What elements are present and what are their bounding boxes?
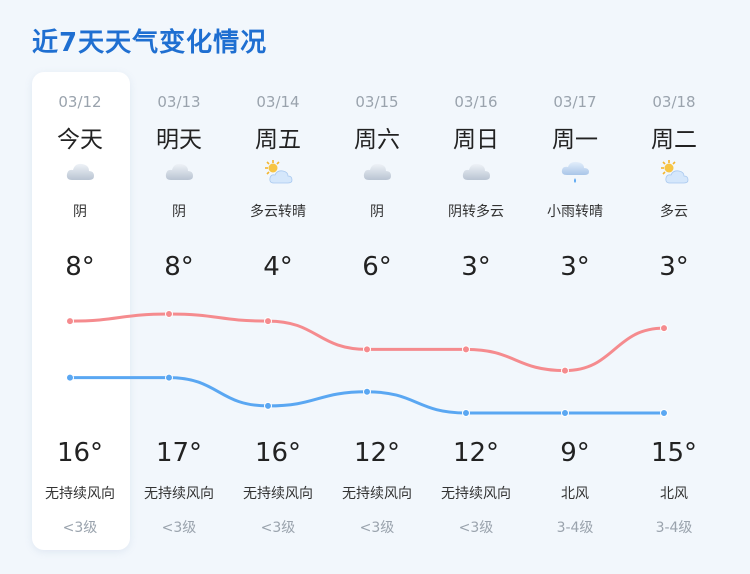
forecast-date: 03/15 [355,93,399,111]
day-column[interactable]: 03/14 周五多云转晴 4° 16° 无持续风向 <3级 [229,72,327,550]
low-temp-point [660,409,668,417]
forecast-weekday: 周一 [552,127,598,153]
wind-level: <3级 [260,520,296,536]
low-temp-point [264,401,272,410]
forecast-weekday: 周五 [255,127,301,153]
partly-cloudy-icon [658,158,690,186]
page-title: 近7天天气变化情况 [32,28,268,58]
wind-direction: 无持续风向 [45,486,115,502]
wind-direction: 无持续风向 [144,486,214,502]
wind-level: <3级 [62,520,98,536]
low-temp-point [66,373,74,382]
wind-level: 3-4级 [556,520,594,536]
forecast-weekday: 周六 [354,127,400,153]
wind-direction: 北风 [561,486,589,502]
high-temp-point [66,317,74,326]
high-temp-point [561,366,569,375]
high-temperature: 16° [254,438,302,468]
forecast-date: 03/17 [553,93,597,111]
forecast-date: 03/16 [454,93,498,111]
forecast-weekday: 周日 [453,127,499,153]
forecast-weekday: 明天 [156,127,202,153]
low-temperature: 3° [560,252,590,282]
high-temp-point [363,345,371,354]
low-temp-point [561,409,569,417]
cloudy-icon [460,158,492,186]
wind-direction: 无持续风向 [243,486,313,502]
high-temp-point [165,310,173,318]
forecast-weekday: 周二 [651,127,697,153]
high-temperature: 12° [353,438,401,468]
weather-description: 阴 [172,204,186,220]
low-temperature: 6° [362,252,392,282]
cloudy-icon [64,158,96,186]
weather-description: 阴 [370,204,384,220]
forecast-date: 03/12 [58,93,102,111]
high-temperature: 15° [650,438,698,468]
low-temperature: 8° [65,252,95,282]
low-temp-point [462,409,470,417]
wind-direction: 无持续风向 [342,486,412,502]
weather-description: 阴转多云 [448,204,504,220]
low-temp-series [66,373,668,417]
high-temp-line [69,312,665,373]
cloudy-icon [163,158,195,186]
wind-direction: 北风 [660,486,688,502]
low-temp-point [165,373,173,382]
low-temp-point [363,387,371,396]
high-temperature: 16° [56,438,104,468]
high-temp-point [660,324,668,333]
low-temperature: 3° [659,252,689,282]
wind-level: 3-4级 [655,520,693,536]
weather-description: 阴 [73,204,87,220]
weather-description: 多云 [660,204,688,220]
partly-cloudy-icon [262,158,294,186]
wind-level: <3级 [359,520,395,536]
today-card [32,72,130,550]
day-column[interactable]: 03/15 周六阴 6° 12° 无持续风向 <3级 [328,72,426,550]
wind-direction: 无持续风向 [441,486,511,502]
high-temp-point [264,317,272,326]
forecast-weekday: 今天 [57,127,103,153]
day-column[interactable]: 03/17 周一小雨转晴 3° 9° 北风 3-4级 [526,72,624,550]
low-temperature: 8° [164,252,194,282]
high-temperature: 12° [452,438,500,468]
forecast-date: 03/13 [157,93,201,111]
day-column[interactable]: 03/18 周二多云 3° 15° 北风 3-4级 [625,72,723,550]
light-rain-icon [559,158,591,186]
low-temperature: 3° [461,252,491,282]
forecast-date: 03/18 [652,93,696,111]
weather-description: 多云转晴 [250,204,306,220]
low-temperature: 4° [263,252,293,282]
day-column[interactable]: 03/16 周日阴转多云 3° 12° 无持续风向 <3级 [427,72,525,550]
wind-level: <3级 [458,520,494,536]
high-temperature: 17° [155,438,203,468]
forecast-date: 03/14 [256,93,300,111]
cloudy-icon [361,158,393,186]
weather-description: 小雨转晴 [547,204,603,220]
high-temperature: 9° [560,438,590,468]
high-temp-point [462,345,470,354]
day-column[interactable]: 03/12 今天阴 8° 16° 无持续风向 <3级 [31,72,129,550]
high-temp-series [66,310,668,375]
wind-level: <3级 [161,520,197,536]
day-column[interactable]: 03/13 明天阴 8° 17° 无持续风向 <3级 [130,72,228,550]
